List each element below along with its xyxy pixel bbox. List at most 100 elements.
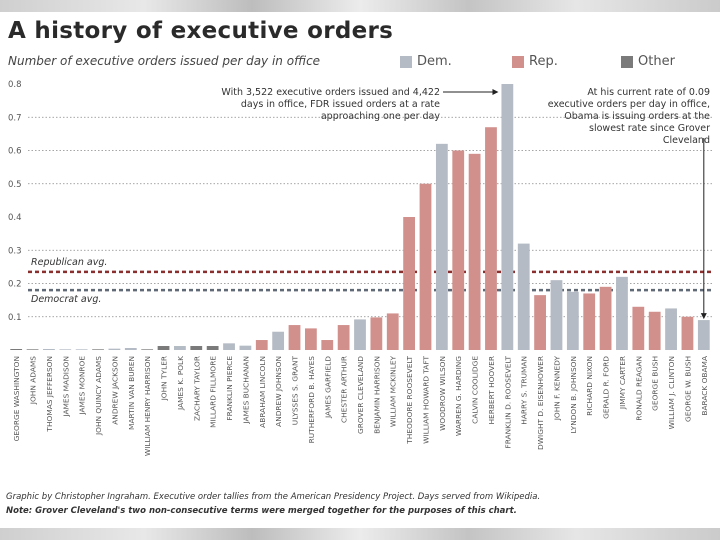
bar bbox=[255, 340, 268, 350]
x-tick-label: WILLIAM HOWARD TAFT bbox=[421, 356, 430, 444]
chart-subtitle: Number of executive orders issued per da… bbox=[8, 54, 321, 68]
x-tick-label: JOHN ADAMS bbox=[29, 356, 38, 405]
bar bbox=[108, 348, 121, 350]
bar bbox=[485, 127, 497, 350]
legend-swatch-other bbox=[621, 55, 633, 68]
x-tick-label: WOODROW WILSON bbox=[438, 356, 447, 431]
top-decorative-band bbox=[0, 0, 720, 12]
x-tick-label: WILLIAM MCKINLEY bbox=[389, 356, 398, 428]
bar bbox=[304, 328, 317, 350]
bar bbox=[534, 295, 546, 350]
bar bbox=[206, 346, 219, 350]
bar bbox=[517, 243, 530, 350]
x-tick-label: WARREN G. HARDING bbox=[454, 356, 463, 436]
x-tick-label: JOHN QUINCY ADAMS bbox=[94, 356, 103, 436]
x-tick-label: MILLARD FILLMORE bbox=[209, 356, 218, 428]
bar bbox=[124, 348, 137, 350]
chart-title: A history of executive orders bbox=[8, 18, 394, 44]
y-tick-label: 0.4 bbox=[8, 213, 22, 223]
x-tick-label: GERALD R. FORD bbox=[602, 356, 611, 419]
bar bbox=[566, 291, 579, 350]
bar bbox=[665, 308, 677, 350]
bar-chart: 0.1 0.2 0.3 0.4 0.5 0.6 0.7 0.8 Republican avg.… bbox=[8, 80, 712, 456]
legend-label-other: Other bbox=[638, 54, 675, 69]
annotation-fdr: With 3,522 executive orders issued and 4… bbox=[221, 87, 440, 122]
legend-label-dem: Dem. bbox=[417, 54, 452, 69]
x-tick-label: ANDREW JACKSON bbox=[110, 356, 119, 425]
bar bbox=[370, 317, 383, 350]
bar bbox=[272, 331, 285, 350]
bar bbox=[239, 345, 252, 350]
x-tick-label: RUTHERFORD B. HAYES bbox=[307, 356, 316, 444]
x-tick-label: HERBERT HOOVER bbox=[487, 356, 496, 425]
bottom-decorative-band bbox=[0, 528, 720, 540]
bar bbox=[157, 346, 170, 350]
x-tick-label: GEORGE BUSH bbox=[651, 356, 660, 411]
x-tick-label: THEODORE ROOSEVELT bbox=[405, 356, 414, 445]
x-tick-label: FRANKLIN D. ROOSEVELT bbox=[503, 356, 512, 449]
bar bbox=[288, 325, 301, 350]
x-tick-label: JIMMY CARTER bbox=[618, 356, 627, 410]
bar bbox=[386, 313, 399, 350]
x-tick-label: DWIGHT D. EISENHOWER bbox=[536, 356, 545, 450]
x-tick-label: WILLIAM J. CLINTON bbox=[667, 356, 676, 429]
x-tick-label: ULYSSES S. GRANT bbox=[291, 356, 300, 426]
democrat-avg-label: Democrat avg. bbox=[31, 294, 101, 305]
bar bbox=[59, 349, 72, 350]
x-tick-label: ABRAHAM LINCOLN bbox=[258, 356, 267, 428]
bar bbox=[321, 340, 334, 350]
bar bbox=[550, 280, 563, 350]
x-tick-label: JAMES K. POLK bbox=[176, 356, 185, 411]
bar bbox=[10, 349, 23, 350]
x-tick-label: WILLIAM HENRY HARRISON bbox=[143, 356, 152, 456]
bar bbox=[599, 286, 612, 350]
republican-avg-label: Republican avg. bbox=[31, 257, 107, 268]
bar bbox=[190, 346, 203, 350]
y-tick-label: 0.7 bbox=[8, 113, 22, 123]
bar bbox=[75, 349, 88, 350]
legend-label-rep: Rep. bbox=[529, 54, 558, 69]
x-tick-label: THOMAS JEFFERSON bbox=[45, 356, 54, 433]
x-tick-label: FRANKLIN PIERCE bbox=[225, 356, 234, 421]
bar bbox=[648, 311, 661, 350]
x-tick-label: JAMES MONROE bbox=[78, 356, 87, 416]
bar bbox=[141, 349, 154, 350]
y-tick-label: 0.5 bbox=[8, 180, 22, 190]
x-tick-label: JAMES GARFIELD bbox=[323, 356, 332, 419]
bar bbox=[697, 320, 710, 350]
x-tick-label: RONALD REAGAN bbox=[634, 356, 643, 421]
bar bbox=[681, 316, 694, 350]
bar bbox=[632, 306, 645, 350]
y-tick-label: 0.3 bbox=[8, 246, 22, 256]
legend-item-other: Other bbox=[621, 54, 675, 69]
x-tick-label: GEORGE WASHINGTON bbox=[12, 356, 21, 441]
legend-swatch-rep bbox=[512, 55, 524, 68]
x-tick-label: CALVIN COOLIDGE bbox=[471, 356, 480, 424]
legend-item-rep: Rep. bbox=[512, 54, 558, 69]
footer-note: Note: Grover Cleveland's two non-consecu… bbox=[6, 506, 517, 516]
bar bbox=[616, 276, 628, 350]
bar bbox=[403, 217, 416, 350]
x-tick-label: ANDREW JOHNSON bbox=[274, 356, 283, 427]
legend-swatch-dem bbox=[400, 55, 412, 68]
bar bbox=[468, 153, 481, 350]
bar bbox=[583, 293, 596, 350]
x-tick-label: GEORGE W. BUSH bbox=[683, 356, 692, 422]
bar bbox=[43, 349, 55, 350]
y-tick-label: 0.2 bbox=[8, 280, 22, 290]
bar bbox=[435, 143, 448, 350]
y-tick-label: 0.1 bbox=[8, 313, 22, 323]
x-tick-label: JAMES MADISON bbox=[61, 356, 70, 418]
annotation-obama: At his current rate of 0.09 executive or… bbox=[547, 87, 710, 146]
bar bbox=[174, 346, 186, 350]
bar bbox=[337, 325, 350, 350]
x-tick-label: HARRY S. TRUMAN bbox=[520, 356, 529, 425]
footer-credit: Graphic by Christopher Ingraham. Executi… bbox=[6, 492, 541, 502]
bar bbox=[354, 319, 366, 350]
bar bbox=[501, 84, 514, 350]
legend-item-dem: Dem. bbox=[400, 54, 452, 69]
x-tick-label: JOHN TYLER bbox=[160, 356, 169, 401]
x-tick-label: RICHARD NIXON bbox=[585, 356, 594, 416]
fdr-arrowhead-icon bbox=[492, 89, 499, 95]
footer: Graphic by Christopher Ingraham. Executi… bbox=[6, 490, 540, 518]
